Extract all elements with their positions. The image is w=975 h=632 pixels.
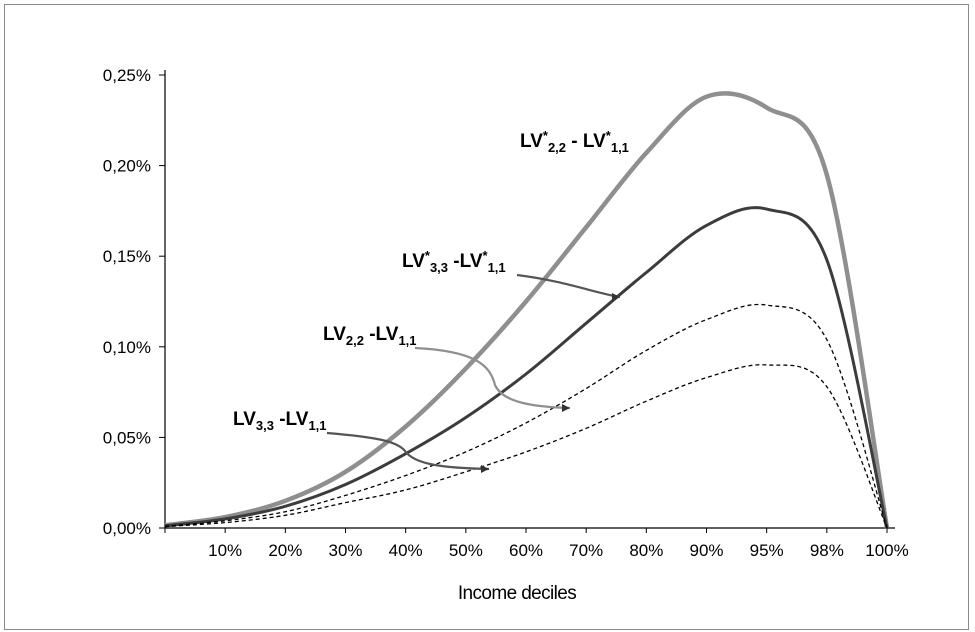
y-axis-ticks: 0,00% 0,05% 0,10% 0,15% 0,20% 0,25% <box>103 66 165 538</box>
y-tick-label: 0,00% <box>103 519 151 538</box>
y-tick-label: 0,10% <box>103 338 151 357</box>
callout-arrow-4 <box>326 431 490 471</box>
x-tick-label: 40% <box>389 541 423 560</box>
x-tick-label: 95% <box>750 541 784 560</box>
x-tick-label: 60% <box>509 541 543 560</box>
x-tick-label: 10% <box>208 541 242 560</box>
series-lines <box>164 91 890 529</box>
series-line-1 <box>164 91 890 529</box>
x-tick-label: 98% <box>810 541 844 560</box>
y-tick-label: 0,05% <box>103 428 151 447</box>
x-tick-label: 30% <box>328 541 362 560</box>
y-tick-label: 0,20% <box>103 157 151 176</box>
series-callouts: LV*2,2 - LV*1,1 LV*3,3 -LV*1,1 LV2,2 -LV1,… <box>233 128 629 473</box>
income-decile-chart: 0,00% 0,05% 0,10% 0,15% 0,20% 0,25% 10% 20% 30%… <box>103 66 909 604</box>
x-tick-label: 90% <box>689 541 723 560</box>
callout-arrow-2 <box>516 273 621 299</box>
x-tick-label: 50% <box>449 541 483 560</box>
x-tick-label: 100% <box>865 541 908 560</box>
x-tick-label: 80% <box>629 541 663 560</box>
callout-arrowhead-4 <box>481 465 489 473</box>
series-line-4 <box>164 364 888 529</box>
x-axis-title: Income deciles <box>458 583 576 604</box>
callout-arrowhead-3 <box>562 404 570 412</box>
series-label-1: LV*2,2 - LV*1,1 <box>520 128 629 155</box>
series-label-3: LV2,2 -LV1,1 <box>323 324 417 348</box>
axes <box>164 70 895 529</box>
y-tick-label: 0,15% <box>103 247 151 266</box>
callout-arrowhead-2 <box>612 293 620 301</box>
series-line-2 <box>164 206 889 529</box>
x-tick-label: 20% <box>268 541 302 560</box>
x-axis-ticks: 10% 20% 30% 40% 50% 60% 70% 80% 90% 95% 98% 100% <box>164 528 909 560</box>
y-tick-label: 0,25% <box>103 66 151 85</box>
series-label-2: LV*3,3 -LV*1,1 <box>402 248 506 275</box>
x-tick-label: 70% <box>569 541 603 560</box>
callout-arrow-3 <box>414 346 571 410</box>
series-label-4: LV3,3 -LV1,1 <box>233 409 327 433</box>
chart-frame: 0,00% 0,05% 0,10% 0,15% 0,20% 0,25% 10% 20% 30%… <box>4 4 969 630</box>
